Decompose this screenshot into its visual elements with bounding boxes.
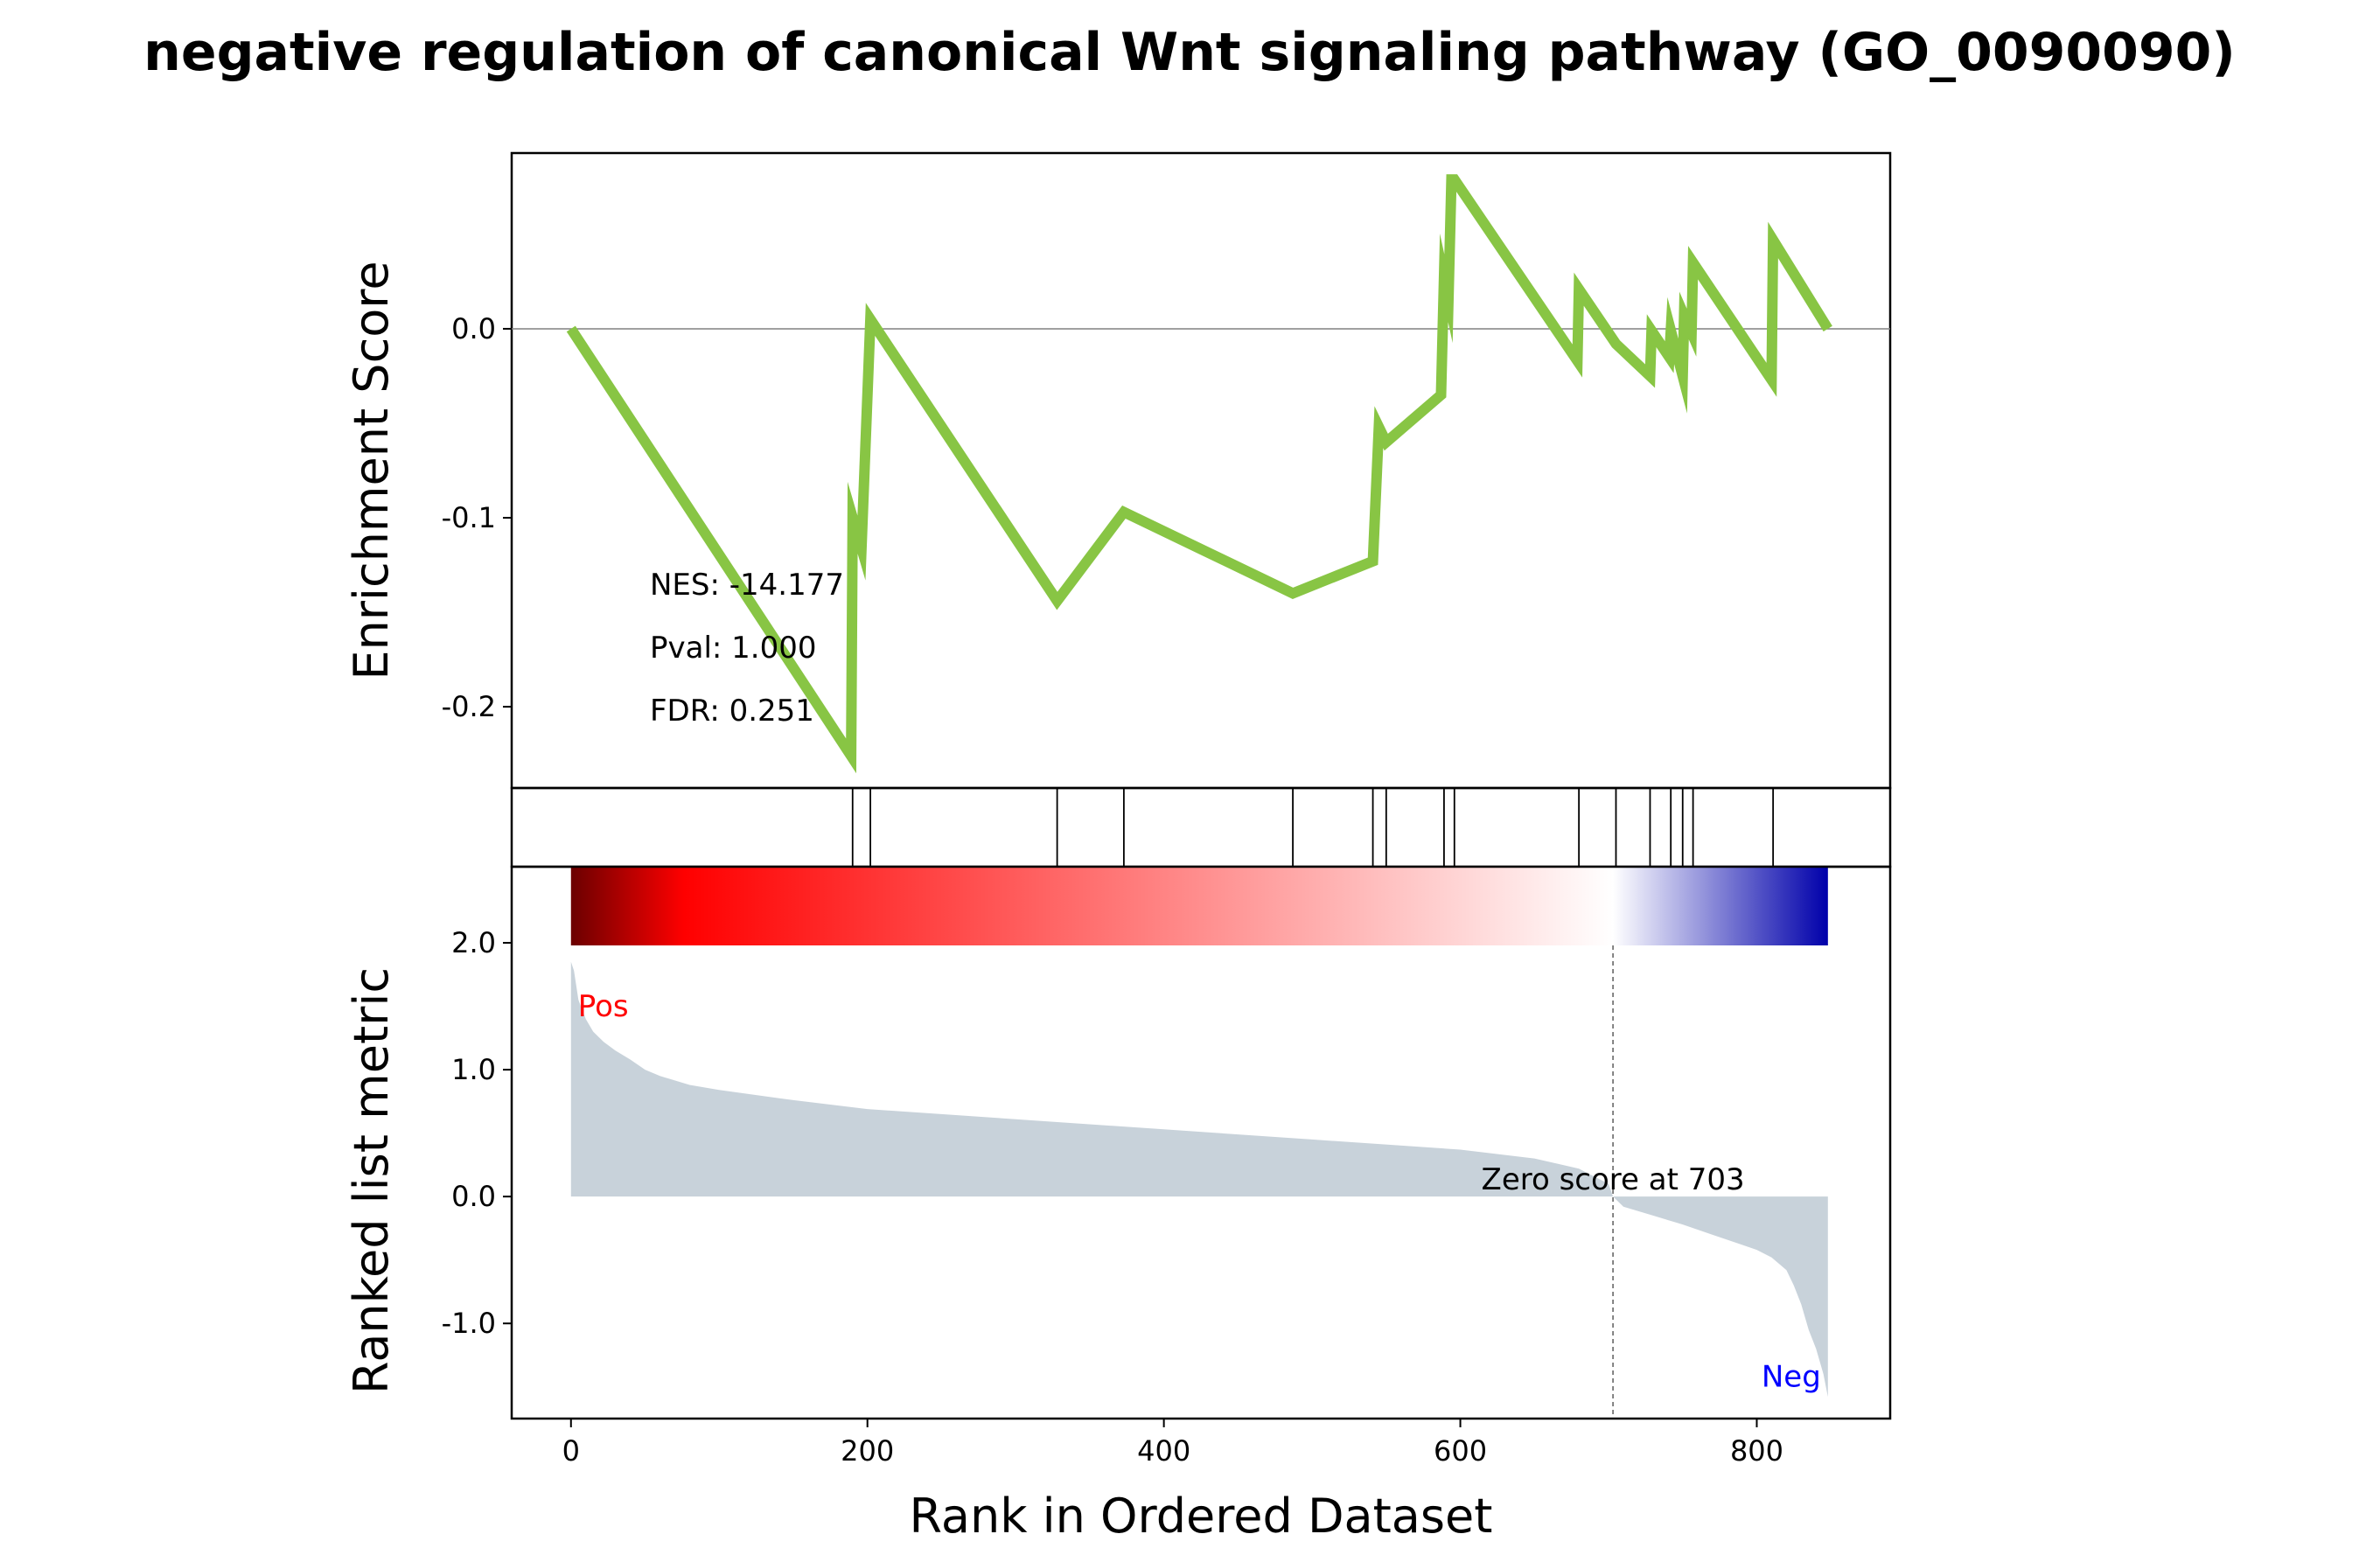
x-tick-label: 200: [841, 1434, 894, 1468]
x-tick-label: 800: [1730, 1434, 1783, 1468]
x-axis-title: Rank in Ordered Dataset: [910, 1489, 1493, 1544]
fdr-label: FDR: 0.251: [650, 694, 814, 729]
rank-y-tick-label: 1.0: [451, 1053, 496, 1086]
ranked-metric-area: [570, 961, 1828, 1398]
es-y-tick-label: -0.1: [442, 501, 496, 534]
x-tick-label: 0: [562, 1434, 580, 1468]
pos-label: Pos: [578, 989, 629, 1024]
rank-panel-frame: [510, 865, 1892, 1420]
rank-y-tick-label: 2.0: [451, 926, 496, 959]
enrichment-score-line: [566, 174, 1832, 774]
rank-y-axis-title: Ranked list metric: [344, 967, 399, 1394]
ranked-metric-panel: Zero score at 703 Pos Neg 2.01.00.0-1.0 …: [344, 865, 1892, 1544]
hit-lines: [851, 788, 1775, 867]
rank-y-ticks: 2.0 1.0 0.0 -1.0: [442, 926, 512, 1340]
rank-colorbar: [570, 867, 1828, 945]
enrichment-score-panel: 0.0 -0.1 -0.2 NES: -14.177 Pval: 1.000 FDR…: [344, 151, 1892, 790]
x-tick-label: 400: [1137, 1434, 1190, 1468]
x-tick-label: 600: [1434, 1434, 1487, 1468]
rank-y-tick-label: -1.0: [442, 1307, 496, 1340]
nes-label: NES: -14.177: [650, 568, 844, 603]
zero-score-label: Zero score at 703: [1482, 1162, 1745, 1197]
pval-label: Pval: 1.000: [650, 631, 817, 666]
es-y-tick-label: 0.0: [451, 312, 496, 345]
hits-panel: [510, 786, 1892, 868]
es-y-ticks: 0.0 -0.1 -0.2: [442, 312, 512, 723]
neg-label: Neg: [1762, 1360, 1821, 1395]
chart-title: negative regulation of canonical Wnt sig…: [143, 22, 2236, 83]
es-y-tick-label: -0.2: [442, 690, 496, 723]
es-y-axis-title: Enrichment Score: [344, 261, 399, 680]
rank-y-tick-label: 0.0: [451, 1180, 496, 1213]
x-axis-ticks: 0 200 400 600 800: [562, 1419, 1783, 1468]
